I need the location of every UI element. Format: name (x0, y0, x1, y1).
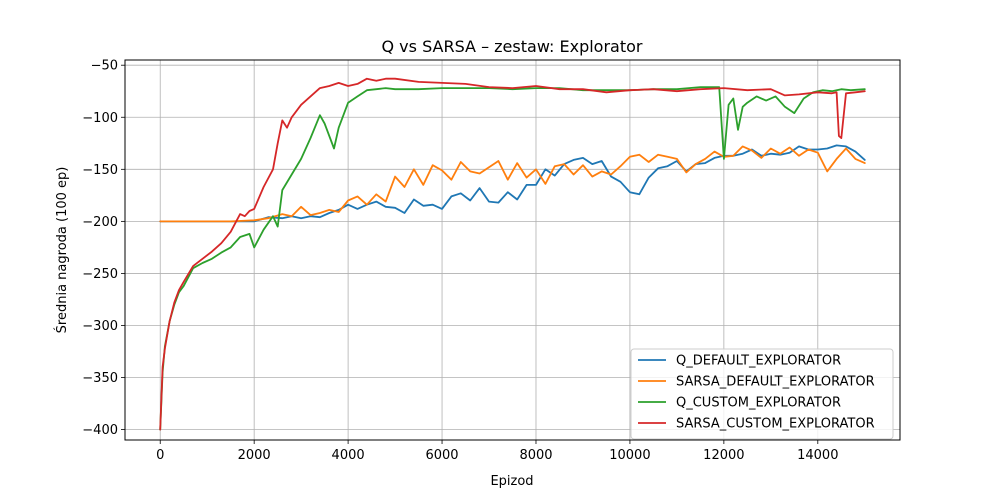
x-tick-label: 14000 (797, 448, 838, 463)
x-tick-label: 6000 (425, 448, 458, 463)
legend-box (630, 348, 894, 440)
x-tick-label: 8000 (519, 448, 552, 463)
x-tick-label: 0 (156, 448, 164, 463)
legend-label: SARSA_DEFAULT_EXPLORATOR (676, 375, 875, 390)
series-line-q-default-explorator (159, 144, 866, 223)
x-axis-label: Epizod (490, 474, 533, 489)
x-tick-label: 12000 (703, 448, 744, 463)
x-tick-label: 10000 (609, 448, 650, 463)
y-tick-label: −50 (91, 59, 118, 74)
series-line-q-custom-explorator (159, 86, 866, 431)
x-tick-label: 2000 (238, 448, 271, 463)
y-tick-label: −250 (82, 267, 118, 282)
y-tick-label: −150 (82, 163, 118, 178)
legend-label: Q_DEFAULT_EXPLORATOR (676, 354, 841, 369)
y-tick-label: −300 (82, 319, 118, 334)
y-axis-label: Średnia nagroda (100 ep) (54, 167, 70, 334)
x-tick-label: 4000 (332, 448, 365, 463)
legend-label: SARSA_CUSTOM_EXPLORATOR (676, 417, 875, 432)
x-axis-ticks: 0 2000 4000 6000 8000 10000 12000 14000 (156, 440, 838, 463)
series-line-sarsa-custom-explorator (159, 77, 866, 431)
series-lines (159, 77, 866, 431)
plot-frame (124, 59, 901, 441)
y-axis-ticks: −400 −350 −300 −250 −200 −150 −100 −50 (82, 59, 125, 438)
chart-title: Q vs SARSA – zestaw: Explorator (382, 37, 643, 56)
y-tick-label: −400 (82, 423, 118, 438)
series-line-sarsa-default-explorator (159, 145, 866, 223)
y-tick-label: −350 (82, 371, 118, 386)
y-tick-label: −200 (82, 215, 118, 230)
legend: Q_DEFAULT_EXPLORATOR SARSA_DEFAULT_EXPLOR… (630, 348, 894, 440)
y-tick-label: −100 (82, 111, 118, 126)
legend-label: Q_CUSTOM_EXPLORATOR (676, 396, 841, 411)
